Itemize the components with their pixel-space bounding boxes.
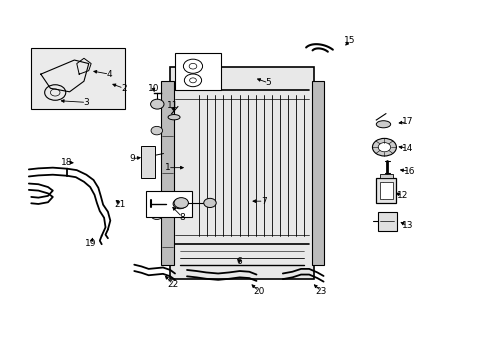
Bar [379, 174, 392, 178]
Text: 10: 10 [147, 84, 159, 93]
Bar [31, 48, 124, 109]
Text: 8: 8 [179, 212, 184, 221]
Text: 13: 13 [401, 221, 412, 230]
Text: 22: 22 [166, 280, 178, 289]
Text: 15: 15 [344, 36, 355, 45]
Text: 20: 20 [253, 287, 264, 296]
Text: 9: 9 [129, 154, 135, 163]
Text: 14: 14 [401, 144, 412, 153]
Bar [376, 178, 396, 203]
Text: 11: 11 [166, 102, 178, 111]
Circle shape [372, 138, 396, 156]
Text: 19: 19 [85, 239, 97, 248]
Text: 1: 1 [164, 163, 170, 172]
Text: 5: 5 [265, 78, 271, 87]
Text: 3: 3 [83, 98, 89, 107]
Bar [379, 182, 392, 199]
Circle shape [377, 143, 390, 152]
Text: 2: 2 [121, 84, 126, 93]
Bar [141, 147, 155, 178]
Text: 4: 4 [106, 70, 112, 79]
Text: 18: 18 [61, 158, 73, 167]
Bar [170, 67, 313, 279]
Text: 6: 6 [236, 257, 242, 266]
Text: 12: 12 [396, 192, 407, 201]
Bar [175, 53, 220, 90]
Circle shape [151, 126, 162, 135]
Text: 16: 16 [403, 167, 415, 176]
Circle shape [174, 198, 188, 208]
Bar [377, 212, 396, 231]
Text: 21: 21 [114, 200, 125, 209]
Circle shape [173, 199, 186, 209]
Circle shape [203, 198, 216, 207]
Bar [311, 81, 323, 265]
Bar [146, 190, 191, 217]
Circle shape [151, 211, 162, 220]
Ellipse shape [168, 114, 180, 120]
Text: 7: 7 [260, 197, 266, 206]
Ellipse shape [376, 121, 390, 128]
Text: 23: 23 [315, 287, 326, 296]
Text: 17: 17 [401, 117, 412, 126]
Circle shape [150, 99, 163, 109]
Bar [160, 81, 174, 265]
